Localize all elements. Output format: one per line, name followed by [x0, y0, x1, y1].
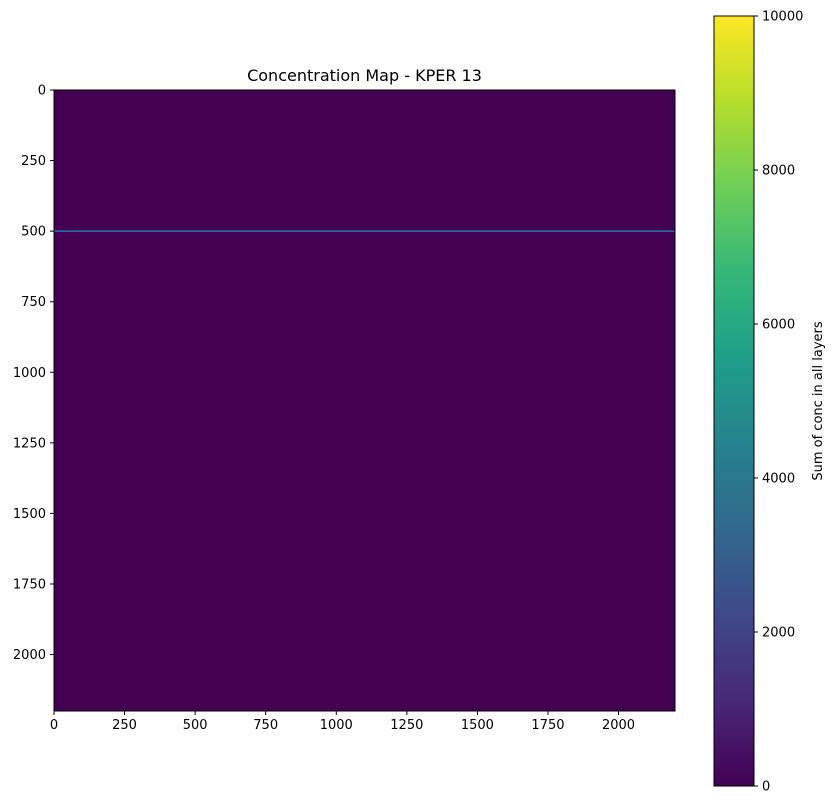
heatmap-field	[54, 90, 675, 711]
x-tick-label: 750	[253, 718, 278, 733]
y-axis: 0 250 500 750 1000 1250 1500 1750 2000	[13, 84, 54, 663]
chart-title: Concentration Map - KPER 13	[247, 66, 482, 85]
y-tick-label: 2000	[13, 648, 46, 663]
x-tick-label: 250	[112, 718, 137, 733]
colorbar-tick-label: 10000	[762, 10, 803, 25]
colorbar-tick-label: 8000	[762, 164, 795, 179]
colorbar-axis: 0 2000 4000 6000 8000 10000	[754, 10, 803, 795]
x-tick-label: 0	[50, 718, 58, 733]
x-tick-label: 1000	[320, 718, 353, 733]
y-tick-label: 500	[21, 225, 46, 240]
colorbar-tick-label: 4000	[762, 472, 795, 487]
y-tick-label: 0	[38, 84, 46, 99]
axes-frame	[53, 89, 676, 712]
colorbar	[714, 16, 754, 786]
y-tick-label: 1750	[13, 577, 46, 592]
colorbar-frame	[713, 15, 755, 787]
colorbar-label: Sum of conc in all layers	[811, 321, 826, 480]
y-tick-label: 1500	[13, 507, 46, 522]
colorbar-tick-label: 2000	[762, 626, 795, 641]
x-tick-label: 1750	[531, 718, 564, 733]
y-tick-label: 750	[21, 295, 46, 310]
colorbar-tick-label: 0	[762, 780, 770, 795]
y-tick-label: 250	[21, 154, 46, 169]
colorbar-tick-label: 6000	[762, 318, 795, 333]
x-tick-label: 1500	[461, 718, 494, 733]
x-tick-label: 2000	[602, 718, 635, 733]
y-tick-label: 1250	[13, 436, 46, 451]
x-tick-label: 500	[183, 718, 208, 733]
x-tick-label: 1250	[390, 718, 423, 733]
y-tick-label: 1000	[13, 366, 46, 381]
x-axis: 0 250 500 750 1000 1250 1500 1750 2000	[50, 711, 635, 733]
